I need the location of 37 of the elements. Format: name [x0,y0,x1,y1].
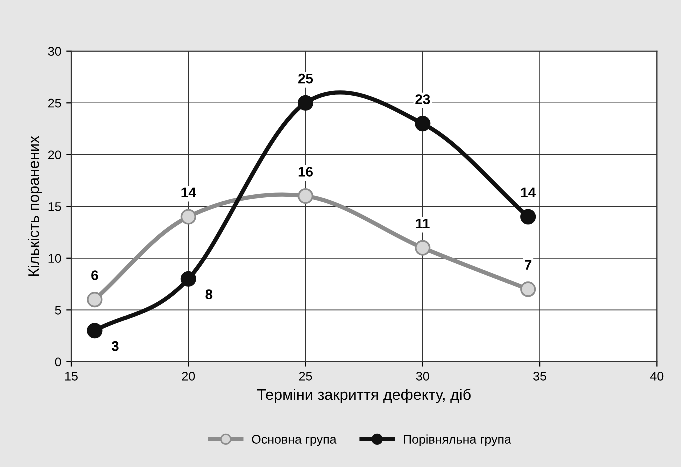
x-tick-label: 20 [182,372,196,381]
data-label: 7 [525,260,532,270]
y-tick-label: 30 [48,47,62,56]
data-label: 11 [416,218,430,229]
x-tick-label: 40 [650,372,664,381]
point [180,209,196,225]
y-tick-label: 15 [48,202,62,212]
data-label: 6 [92,270,98,280]
data-label: 3 [112,341,119,352]
point [298,95,314,111]
point [520,209,536,225]
data-label: 16 [298,167,313,177]
point [180,271,196,287]
data-label: 25 [298,74,314,84]
point [87,323,103,339]
point [415,240,431,256]
point [520,282,536,298]
x-tick-label: 25 [299,372,312,381]
data-label: 23 [416,94,430,104]
legend-label: Порівняльна група [404,434,512,446]
y-axis-title: Кількість поранених [28,136,42,276]
y-tick-label: 0 [55,358,62,367]
data-label: 14 [182,188,196,198]
x-axis-title: Терміни закриття дефекту, діб [257,388,471,404]
x-tick-label: 30 [416,372,430,381]
point [87,292,103,308]
legend-label: Основна група [252,435,337,446]
data-label: 8 [206,290,213,300]
data-label: 14 [521,188,536,198]
point [298,188,314,204]
point [415,116,431,132]
x-tick-label: 35 [534,372,546,381]
y-tick-label: 5 [55,306,62,315]
y-tick-label: 25 [48,98,62,108]
y-tick-label: 20 [48,150,62,160]
x-tick-label: 15 [66,372,78,381]
y-tick-label: 10 [48,254,62,264]
